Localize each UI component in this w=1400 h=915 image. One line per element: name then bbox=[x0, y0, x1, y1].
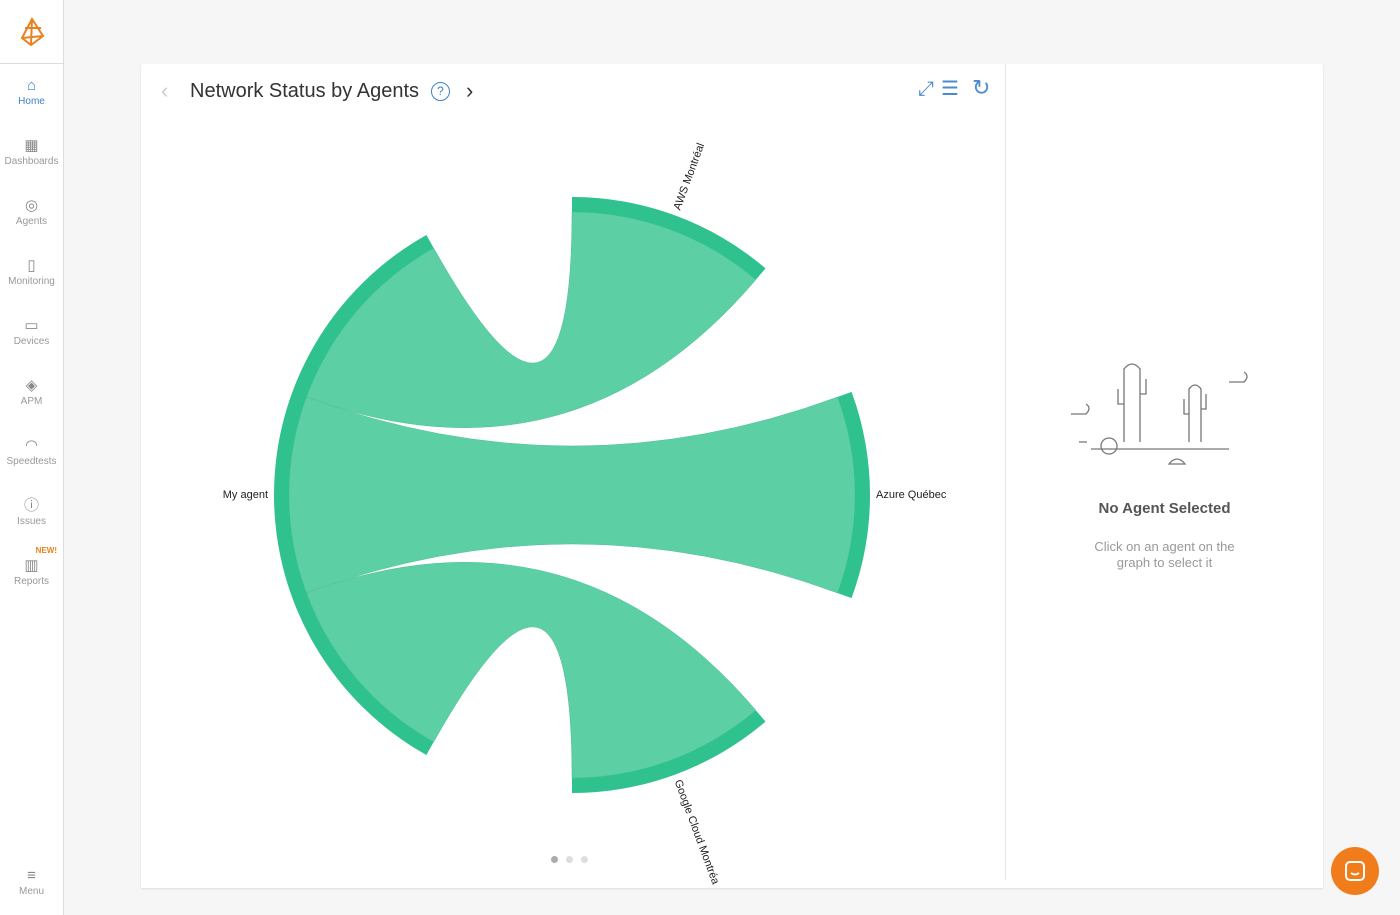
bar-chart-icon: ▯ bbox=[27, 257, 36, 274]
sidebar: ⌂ Home ▦ Dashboards ◎ Agents ▯ Monitoring ▭ Devic… bbox=[0, 0, 64, 915]
sidebar-item-label: Agents bbox=[15, 216, 48, 227]
group-label[interactable]: Google Cloud Montréa bbox=[672, 778, 722, 887]
agents-icon: ◎ bbox=[24, 197, 39, 214]
alert-icon: ⓘ bbox=[23, 497, 39, 514]
sidebar-item-label: Monitoring bbox=[8, 276, 55, 287]
previous-chart-button[interactable]: ‹ bbox=[161, 78, 169, 103]
group-label[interactable]: My agent bbox=[223, 489, 268, 501]
sidebar-item-issues[interactable]: ⓘ Issues bbox=[0, 496, 63, 527]
sidebar-item-home[interactable]: ⌂ Home bbox=[0, 76, 63, 107]
sidebar-item-speedtests[interactable]: ◠ Speedtests bbox=[0, 436, 63, 467]
chat-icon bbox=[1345, 861, 1365, 881]
chord-diagram[interactable]: AWS Montréal Azure Québec Google Cloud Mon… bbox=[141, 64, 1005, 888]
sidebar-item-dashboards[interactable]: ▦ Dashboards bbox=[0, 136, 63, 167]
hamburger-icon: ≡ bbox=[27, 867, 36, 884]
logo-icon bbox=[20, 16, 44, 46]
menu-button[interactable]: ≡ Menu bbox=[0, 866, 63, 897]
sidebar-item-label: Speedtests bbox=[6, 456, 57, 467]
ribbon-google-cloud-montréa-my-agent[interactable] bbox=[306, 562, 757, 779]
group-label[interactable]: AWS Montréal bbox=[672, 142, 708, 212]
menu-label: Menu bbox=[18, 886, 44, 897]
sidebar-item-label: Issues bbox=[17, 516, 46, 527]
filter-icon[interactable]: ☰ bbox=[941, 78, 959, 100]
group-arc-0[interactable] bbox=[572, 197, 766, 280]
empty-desert-illustration bbox=[1071, 363, 1248, 465]
group-arc-3[interactable] bbox=[274, 234, 434, 756]
group-arc-2[interactable] bbox=[572, 710, 766, 793]
sidebar-item-label: Reports bbox=[13, 576, 49, 587]
layers-icon: ◈ bbox=[25, 377, 38, 394]
dashboard-icon: ▦ bbox=[24, 137, 39, 154]
sidebar-item-label: Home bbox=[18, 96, 45, 107]
router-icon: ▭ bbox=[24, 317, 39, 334]
page-dot-3[interactable] bbox=[581, 856, 588, 863]
sidebar-item-label: Devices bbox=[13, 336, 50, 347]
help-icon[interactable]: ? bbox=[431, 82, 450, 101]
empty-state-title: No Agent Selected bbox=[1098, 500, 1231, 517]
empty-state-text: Click on an agent on the graph to select… bbox=[1094, 539, 1235, 570]
sidebar-item-agents[interactable]: ◎ Agents bbox=[0, 196, 63, 227]
pagination-dots bbox=[551, 856, 588, 863]
gauge-icon: ◠ bbox=[24, 437, 39, 454]
page-dot-2[interactable] bbox=[566, 856, 573, 863]
panel-divider bbox=[1005, 64, 1006, 880]
chat-button[interactable] bbox=[1331, 847, 1379, 895]
page-title: Network Status by Agents bbox=[190, 80, 420, 102]
ribbon-aws-montréal-my-agent[interactable] bbox=[306, 211, 757, 428]
sidebar-item-monitoring[interactable]: ▯ Monitoring bbox=[0, 256, 63, 287]
fullscreen-icon[interactable]: ⤢ bbox=[918, 78, 934, 100]
page-dot-1[interactable] bbox=[551, 856, 558, 863]
sidebar-item-reports[interactable]: ▥ Reports NEW! bbox=[0, 546, 63, 587]
group-arc-1[interactable] bbox=[837, 391, 870, 599]
sidebar-item-label: Dashboards bbox=[4, 156, 59, 167]
new-badge: NEW! bbox=[35, 546, 57, 555]
home-icon: ⌂ bbox=[26, 77, 37, 94]
network-status-card: ‹ Network Status by Agents ? › ⤢ ☰ ↻ AWS… bbox=[141, 64, 1323, 888]
next-chart-button[interactable]: › bbox=[466, 78, 474, 103]
group-label[interactable]: Azure Québec bbox=[876, 489, 947, 501]
logo[interactable] bbox=[0, 0, 63, 64]
refresh-icon[interactable]: ↻ bbox=[972, 75, 991, 100]
report-icon: ▥ bbox=[24, 557, 39, 574]
sidebar-item-devices[interactable]: ▭ Devices bbox=[0, 316, 63, 347]
sidebar-item-apm[interactable]: ◈ APM bbox=[0, 376, 63, 407]
sidebar-item-label: APM bbox=[20, 396, 43, 407]
ribbon-azure-québec-my-agent[interactable] bbox=[288, 396, 856, 594]
